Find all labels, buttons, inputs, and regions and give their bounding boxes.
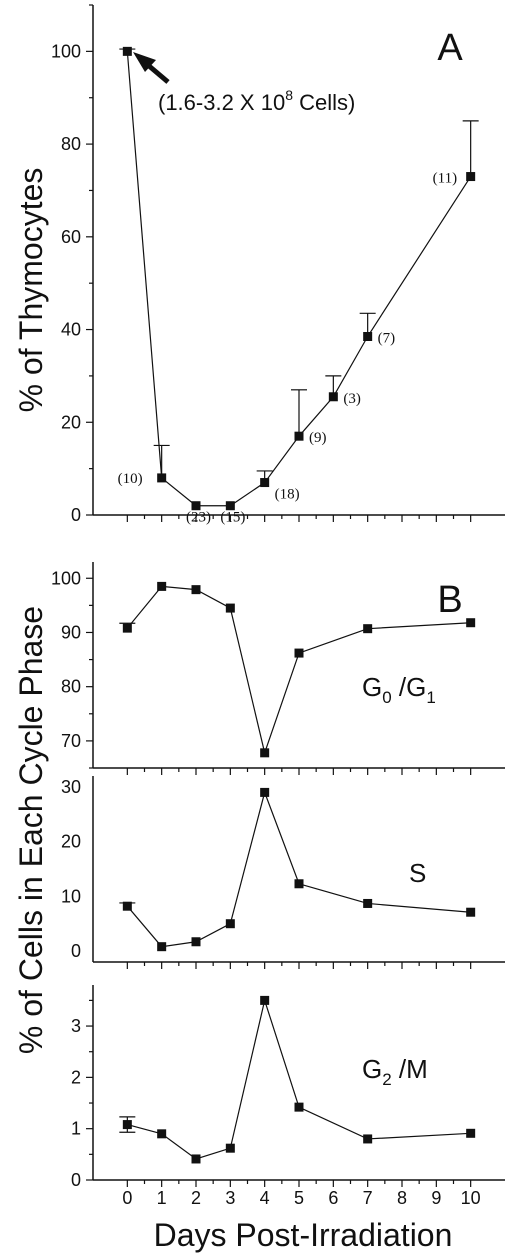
phase-label-g2m: G2 /M — [362, 1054, 428, 1089]
y-tick-label-g0g1: 100 — [51, 568, 81, 588]
data-point-s — [294, 879, 304, 889]
data-point-g2m — [225, 1143, 235, 1153]
y-tick-label-g2m: 3 — [71, 1016, 81, 1036]
x-axis-title: Days Post-Irradiation — [154, 1217, 453, 1253]
sample-size-label: (3) — [343, 391, 361, 407]
y-tick-label-a: 60 — [61, 227, 81, 247]
y-tick-label-a: 40 — [61, 320, 81, 340]
x-tick-label: 6 — [328, 1188, 338, 1208]
data-point-s — [466, 907, 476, 917]
y-axis-title-a: % of Thymocytes — [13, 168, 49, 413]
data-point-g0g1 — [191, 585, 201, 595]
data-point-a — [225, 501, 235, 511]
data-point-g0g1 — [157, 581, 167, 591]
data-point-g2m — [294, 1102, 304, 1112]
x-tick-label: 8 — [397, 1188, 407, 1208]
data-point-s — [191, 937, 201, 947]
panel-a-chart: 0 20 40 60 80 100 (10) (23) (15) (18) (9) (3) (7) (11… — [51, 4, 505, 526]
x-tick-label: 1 — [157, 1188, 167, 1208]
sample-size-label: (10) — [118, 471, 143, 487]
data-point-a — [294, 431, 304, 441]
y-tick-label-g0g1: 90 — [61, 622, 81, 642]
sample-size-label: (9) — [309, 430, 327, 446]
data-point-g0g1 — [225, 603, 235, 613]
sample-size-label: (7) — [378, 331, 396, 347]
x-tick-label: 3 — [225, 1188, 235, 1208]
data-point-g2m — [191, 1154, 201, 1164]
sample-size-label: (15) — [220, 510, 245, 526]
annotation-arrow — [133, 52, 170, 84]
data-point-a — [260, 478, 270, 488]
x-tick-label: 7 — [363, 1188, 373, 1208]
data-point-a — [157, 473, 167, 483]
x-tick-label: 9 — [431, 1188, 441, 1208]
series-line-s — [126, 790, 471, 948]
sample-size-label: (11) — [433, 171, 457, 187]
sample-size-label: (18) — [275, 487, 300, 503]
x-tick-label: 2 — [191, 1188, 201, 1208]
y-tick-label-g2m: 0 — [71, 1170, 81, 1190]
data-point-g0g1 — [294, 648, 304, 658]
cell-count-annotation: (1.6-3.2 X 108 Cells) — [158, 87, 355, 115]
x-tick-label: 0 — [122, 1188, 132, 1208]
y-tick-label-g2m: 2 — [71, 1067, 81, 1087]
data-point-s — [122, 901, 132, 911]
y-axis-title-b: % of Cells in Each Cycle Phase — [13, 606, 49, 1054]
y-tick-label-g2m: 1 — [71, 1119, 81, 1139]
data-point-g2m — [466, 1128, 476, 1138]
panel-b-g2m-chart: 0 1 2 3 — [71, 985, 505, 1190]
data-point-g2m — [122, 1120, 132, 1130]
sample-size-label: (23) — [186, 510, 211, 526]
data-point-g2m — [260, 995, 270, 1005]
x-tick-label: 4 — [260, 1188, 270, 1208]
data-point-g0g1 — [122, 623, 132, 633]
x-tick-label: 5 — [294, 1188, 304, 1208]
y-tick-label-g0g1: 80 — [61, 677, 81, 697]
y-tick-label-a: 100 — [51, 41, 81, 61]
data-point-g0g1 — [260, 748, 270, 758]
data-point-s — [260, 787, 270, 797]
panel-letter-b: B — [437, 579, 462, 621]
x-tick-label: 10 — [461, 1188, 481, 1208]
y-tick-label-g0g1: 70 — [61, 731, 81, 751]
y-tick-label-a: 20 — [61, 412, 81, 432]
y-tick-label-a: 0 — [71, 505, 81, 525]
data-point-g2m — [157, 1129, 167, 1139]
data-point-a — [363, 332, 373, 341]
data-point-g0g1 — [466, 618, 476, 628]
data-point-g0g1 — [363, 624, 373, 634]
data-point-s — [363, 898, 373, 908]
y-tick-label-s: 10 — [61, 886, 81, 906]
phase-label-g0g1: G0 /G1 — [362, 672, 436, 707]
panel-b-g0g1-chart: 70 80 90 100 — [51, 562, 505, 775]
data-point-s — [225, 919, 235, 929]
y-tick-label-s: 0 — [71, 941, 81, 961]
x-tick-labels: 0 1 2 3 4 5 6 7 8 9 10 — [122, 1188, 480, 1208]
data-point-g2m — [363, 1134, 373, 1144]
data-point-s — [157, 942, 167, 952]
y-tick-label-s: 20 — [61, 832, 81, 852]
data-point-a — [122, 46, 132, 56]
y-tick-label-a: 80 — [61, 134, 81, 154]
data-point-a — [191, 501, 201, 511]
panel-letter-a: A — [437, 27, 463, 69]
data-point-a — [466, 172, 476, 182]
panel-b-s-chart: 0 10 20 30 — [61, 776, 505, 969]
y-tick-label-s: 30 — [61, 777, 81, 797]
series-line-g0g1 — [126, 585, 471, 755]
series-line-g2m — [127, 998, 471, 1160]
phase-label-s: S — [409, 858, 426, 888]
data-point-a — [328, 392, 338, 402]
